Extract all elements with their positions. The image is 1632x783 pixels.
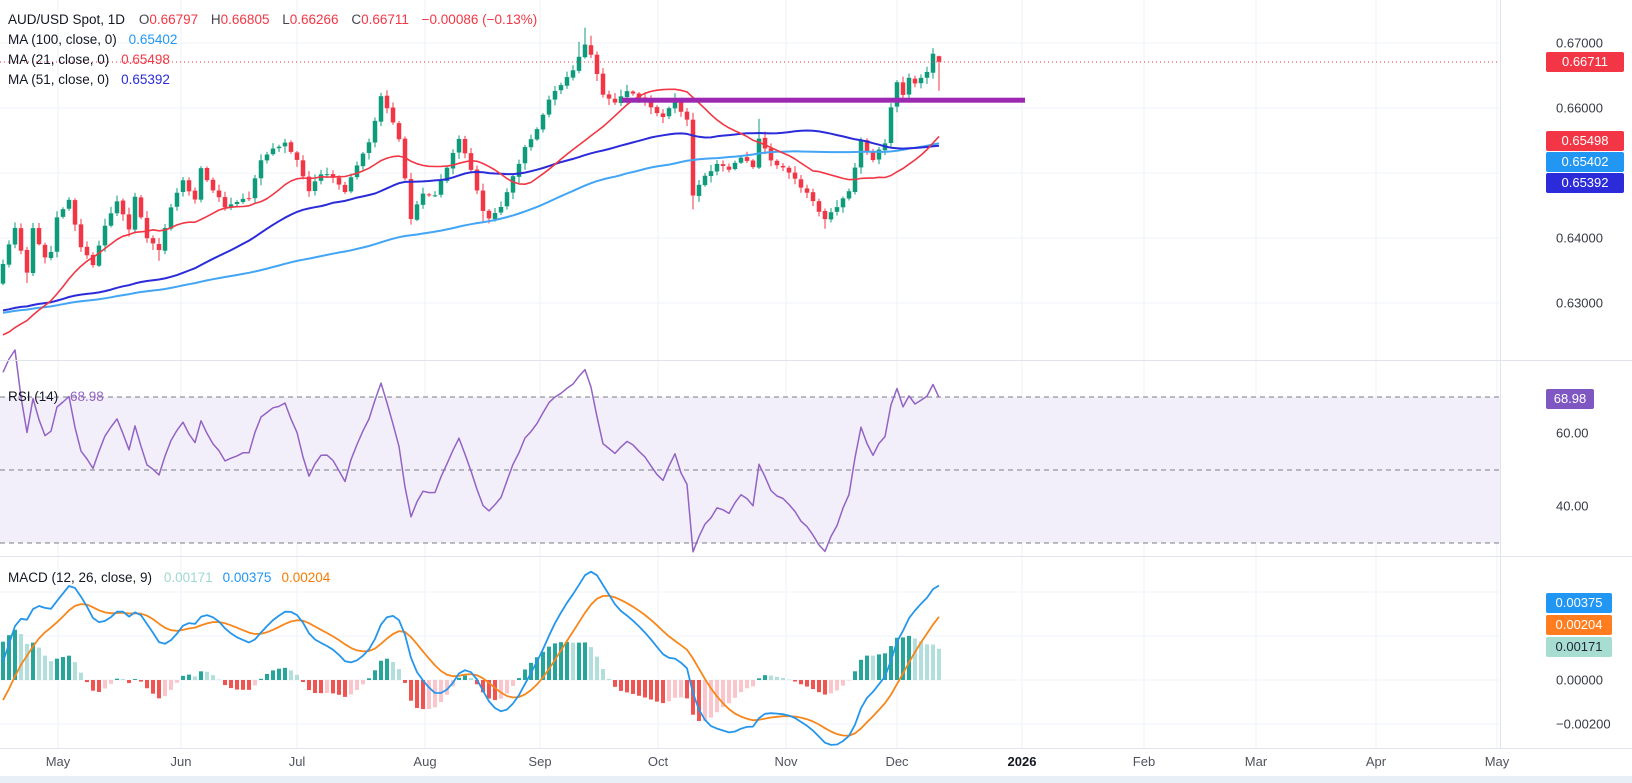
ohlc-high: H0.66805 [210,12,270,27]
time-axis-label: Jul [288,754,306,769]
macd-label[interactable]: MACD (12, 26, close, 9) [8,570,153,585]
time-axis-separator [0,748,1632,749]
rsi-tick: 40.00 [1556,498,1589,514]
ma21-legend-row: MA (21, close, 0) 0.65498 [8,50,537,70]
ohlc-open: O0.66797 [138,12,199,27]
price-tick: 0.67000 [1556,35,1603,51]
price-tick: 0.66000 [1556,100,1603,116]
price-badge: 0.00375 [1546,593,1612,613]
price-badge: 68.98 [1546,389,1594,409]
chart-legend: AUD/USD Spot, 1D O0.66797 H0.66805 L0.66… [8,10,537,90]
time-axis-label: Oct [647,754,669,769]
ma51-label[interactable]: MA (51, close, 0) [8,72,110,87]
time-axis-label: May [45,754,71,769]
ma21-value: 0.65498 [121,52,170,67]
rsi-label[interactable]: RSI (14) [8,389,59,404]
change-value: −0.00086 (−0.13%) [421,12,538,27]
price-badge: 0.65392 [1546,173,1624,193]
time-axis-label: May [1484,754,1510,769]
symbol-legend-row: AUD/USD Spot, 1D O0.66797 H0.66805 L0.66… [8,10,537,30]
time-axis-label: 2026 [1007,754,1037,769]
price-badge: 0.65402 [1546,152,1624,172]
price-badge: 0.65498 [1546,131,1624,151]
time-axis-label: Jun [170,754,192,769]
rsi-value: 68.98 [70,389,104,404]
macd-tick: −0.00200 [1556,716,1611,732]
time-axis-label: Apr [1365,754,1387,769]
price-badge: 0.66711 [1546,52,1624,72]
price-badge: 0.00171 [1546,637,1612,657]
panel-separator-main-rsi[interactable] [0,360,1632,361]
rsi-legend: RSI (14) 68.98 [8,388,104,405]
ma100-legend-row: MA (100, close, 0) 0.65402 [8,30,537,50]
macd-value: 0.00375 [222,570,272,585]
symbol-title[interactable]: AUD/USD Spot, 1D [8,12,126,27]
time-axis-label: Sep [528,754,552,769]
macd-values: 0.00171 0.00375 0.00204 [164,570,340,585]
price-tick: 0.63000 [1556,295,1603,311]
ma51-legend-row: MA (51, close, 0) 0.65392 [8,70,537,90]
ohlc-low: L0.66266 [282,12,339,27]
macd-value: 0.00204 [281,570,331,585]
ohlc-close: C0.66711 [351,12,409,27]
time-axis-label: Mar [1244,754,1268,769]
time-axis-label: Nov [774,754,798,769]
bottom-strip [0,776,1632,783]
ma100-value: 0.65402 [128,32,178,47]
ma100-label[interactable]: MA (100, close, 0) [8,32,117,47]
time-axis-label: Aug [413,754,437,769]
macd-legend-row: MACD (12, 26, close, 9) 0.00171 0.00375 0.… [8,569,340,586]
panel-separator-rsi-macd[interactable] [0,556,1632,557]
price-tick: 0.64000 [1556,230,1603,246]
macd-legend: MACD (12, 26, close, 9) 0.00171 0.00375 0.… [8,569,340,586]
rsi-legend-row: RSI (14) 68.98 [8,388,104,405]
ma21-label[interactable]: MA (21, close, 0) [8,52,110,67]
rsi-tick: 60.00 [1556,425,1589,441]
price-badge: 0.00204 [1546,615,1612,635]
time-axis-label: Dec [885,754,909,769]
time-axis-label: Feb [1132,754,1156,769]
ma51-value: 0.65392 [121,72,170,87]
macd-value: 0.00171 [163,570,213,585]
price-axis-border [1500,0,1501,748]
macd-tick: 0.00000 [1556,672,1603,688]
